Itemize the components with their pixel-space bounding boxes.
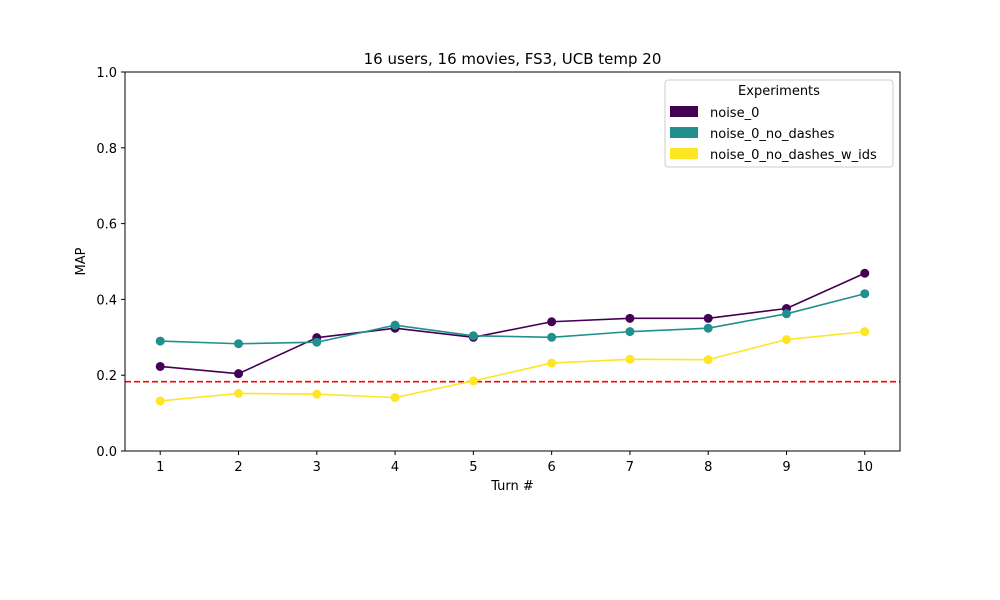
x-tick-label: 2: [234, 460, 242, 475]
data-point-noise_0-8: [703, 313, 713, 323]
y-tick-label: 0.6: [96, 218, 117, 233]
chart-title: 16 users, 16 movies, FS3, UCB temp 20: [364, 50, 662, 68]
data-point-noise_0_no_dashes-10: [860, 289, 870, 299]
axes: 1 2 3 4 5 6 7 8 9 10 0.0 0.2 0.4 0.6 0.8 1.0: [96, 66, 901, 475]
legend-box: [664, 79, 894, 168]
x-tick-label: 7: [626, 460, 634, 475]
series-line-noise_0: [160, 272, 866, 375]
y-tick-label: 0.8: [96, 142, 117, 157]
legend-swatch-noise_0_no_dashes_w_ids: [670, 148, 698, 159]
data-point-noise_0_no_dashes-3: [312, 337, 322, 347]
legend-title: Experiments: [738, 84, 820, 99]
x-tick-label: 6: [548, 460, 556, 475]
x-tick-label: 3: [313, 460, 321, 475]
legend-label-noise_0: noise_0: [710, 106, 759, 121]
x-tick-label: 8: [704, 460, 712, 475]
data-point-noise_0_no_dashes_w_ids-3: [312, 389, 322, 399]
data-point-noise_0-1: [155, 361, 165, 371]
y-tick-label: 0.0: [96, 445, 117, 460]
data-point-noise_0_no_dashes-2: [234, 339, 244, 349]
legend-swatch-noise_0_no_dashes: [670, 127, 698, 138]
data-point-noise_0_no_dashes-6: [547, 332, 557, 342]
x-tick-label: 10: [856, 460, 873, 475]
data-point-noise_0_no_dashes_w_ids-5: [468, 376, 478, 386]
data-point-noise_0_no_dashes_w_ids-1: [155, 396, 165, 406]
y-axis-label: MAP: [74, 247, 89, 275]
data-point-noise_0_no_dashes_w_ids-7: [625, 354, 635, 364]
x-tick-label: 9: [782, 460, 790, 475]
data-point-noise_0_no_dashes-1: [155, 336, 165, 346]
series-line-noise_0_no_dashes: [160, 292, 865, 345]
y-tick-label: 0.2: [96, 369, 117, 384]
plot-area: [125, 268, 900, 406]
x-axis-label: Turn #: [490, 479, 534, 494]
data-point-noise_0_no_dashes_w_ids-4: [390, 393, 400, 403]
x-tick-label: 4: [391, 460, 399, 475]
legend-label-noise_0_no_dashes_w_ids: noise_0_no_dashes_w_ids: [710, 148, 877, 163]
series-line-noise_0_no_dashes_w_ids: [160, 330, 865, 402]
legend-label-noise_0_no_dashes: noise_0_no_dashes: [710, 127, 835, 142]
y-tick-label: 0.4: [96, 293, 117, 308]
data-point-noise_0_no_dashes_w_ids-9: [781, 335, 791, 345]
data-point-noise_0_no_dashes_w_ids-2: [234, 388, 244, 398]
data-point-noise_0-10: [860, 268, 870, 278]
legend-swatch-noise_0: [670, 106, 698, 117]
data-point-noise_0_no_dashes-5: [468, 331, 478, 341]
data-point-noise_0_no_dashes-8: [703, 323, 713, 333]
data-point-noise_0-7: [625, 313, 635, 323]
data-point-noise_0_no_dashes-4: [390, 320, 400, 330]
x-tick-label: 5: [469, 460, 477, 475]
data-point-noise_0_no_dashes-7: [625, 327, 635, 337]
data-point-noise_0_no_dashes_w_ids-6: [547, 358, 557, 368]
axes-frame: [124, 71, 901, 452]
legend: Experiments noise_0 noise_0_no_dashesnoise…: [664, 79, 894, 168]
data-point-noise_0-6: [547, 317, 557, 327]
data-point-noise_0-2: [234, 369, 244, 379]
y-tick-label: 1.0: [96, 66, 117, 81]
data-point-noise_0_no_dashes_w_ids-10: [860, 327, 870, 337]
x-tick-label: 1: [156, 460, 164, 475]
data-point-noise_0_no_dashes_w_ids-8: [703, 355, 713, 365]
data-point-noise_0_no_dashes-9: [781, 309, 791, 319]
